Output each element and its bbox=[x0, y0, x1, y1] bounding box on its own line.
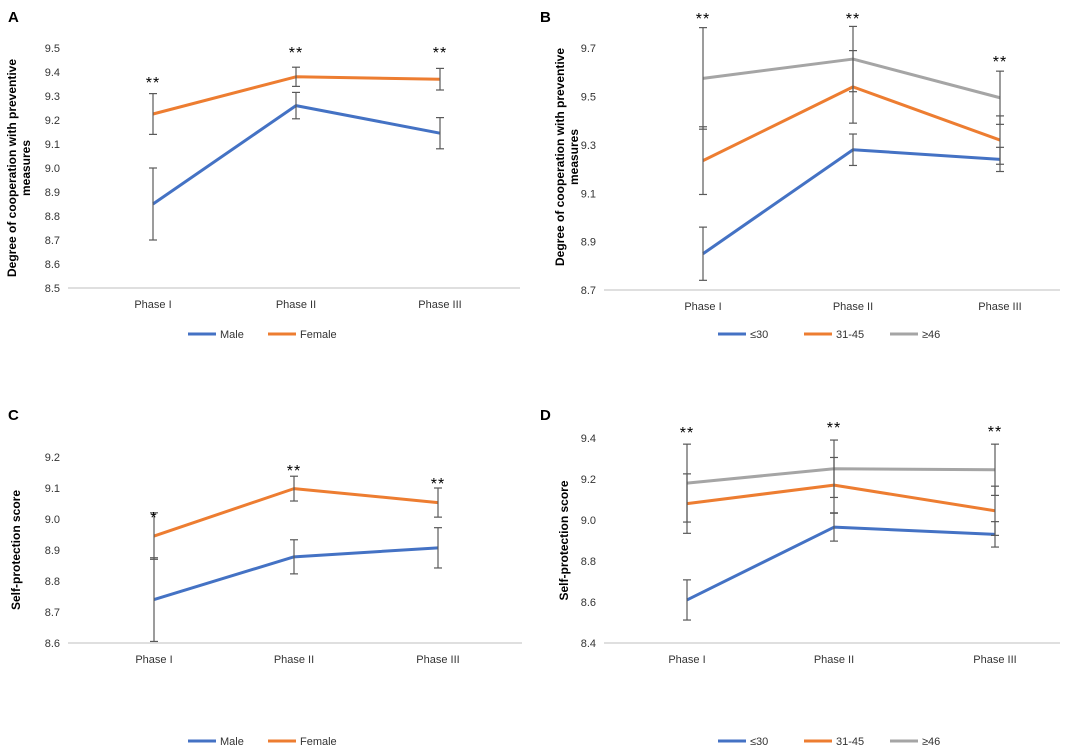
legend-label: Male bbox=[220, 736, 244, 748]
y-tick-label: 8.4 bbox=[581, 638, 596, 650]
y-axis-title-line: measures bbox=[19, 140, 33, 196]
significance-marker: ** bbox=[846, 11, 860, 28]
legend-label: ≥46 bbox=[922, 736, 940, 748]
legend-label: 31-45 bbox=[836, 329, 864, 341]
y-axis-title: Degree of cooperation with preventivemea… bbox=[553, 48, 581, 266]
y-axis-title-line: measures bbox=[567, 129, 581, 185]
y-tick-label: 8.7 bbox=[581, 285, 596, 297]
significance-marker: ** bbox=[433, 45, 447, 62]
y-tick-label: 8.7 bbox=[45, 607, 60, 619]
x-tick-label: Phase III bbox=[416, 654, 459, 666]
x-tick-label: Phase III bbox=[973, 654, 1016, 666]
y-tick-label: 8.7 bbox=[45, 235, 60, 247]
y-tick-label: 8.8 bbox=[45, 576, 60, 588]
legend-label: ≤30 bbox=[750, 736, 768, 748]
x-tick-label: Phase III bbox=[418, 299, 461, 311]
chart-panel-a: A 8.5 8.6 8.7 8.8 8.9 9.0 9.1 9.2 9.3 9.4 9.5 Phase … bbox=[5, 9, 520, 341]
y-axis-title-line: Degree of cooperation with preventive bbox=[5, 59, 19, 277]
y-tick-label: 9.7 bbox=[581, 43, 596, 55]
y-tick-label: 8.6 bbox=[45, 259, 60, 271]
y-tick-label: 9.3 bbox=[581, 140, 596, 152]
legend-label: Male bbox=[220, 329, 244, 341]
series-line-31-45 bbox=[686, 483, 996, 513]
y-axis-title: Degree of cooperation with preventivemea… bbox=[5, 59, 33, 277]
x-tick-label: Phase III bbox=[978, 301, 1021, 313]
significance-marker: ** bbox=[146, 75, 160, 92]
y-tick-label: 8.9 bbox=[45, 545, 60, 557]
legend-label: Female bbox=[300, 736, 337, 748]
series-line-Male bbox=[152, 104, 441, 206]
significance-marker: * bbox=[150, 510, 157, 527]
y-tick-label: 9.0 bbox=[45, 514, 60, 526]
y-tick-label: 9.1 bbox=[581, 188, 596, 200]
panel-letter: B bbox=[540, 9, 551, 26]
y-tick-label: 9.4 bbox=[45, 67, 60, 79]
panel-letter: C bbox=[8, 407, 19, 424]
series-line-≥46 bbox=[686, 467, 996, 485]
x-tick-label: Phase I bbox=[684, 301, 721, 313]
y-tick-label: 8.6 bbox=[581, 597, 596, 609]
significance-marker: ** bbox=[287, 463, 301, 480]
significance-marker: ** bbox=[988, 424, 1002, 441]
y-tick-label: 9.0 bbox=[581, 515, 596, 527]
y-tick-label: 9.5 bbox=[45, 43, 60, 55]
series-line-≤30 bbox=[686, 525, 996, 602]
significance-marker: ** bbox=[827, 420, 841, 437]
y-axis-title-line: Degree of cooperation with preventive bbox=[553, 48, 567, 266]
legend-label: 31-45 bbox=[836, 736, 864, 748]
y-tick-label: 9.4 bbox=[581, 433, 596, 445]
x-tick-label: Phase I bbox=[668, 654, 705, 666]
significance-marker: ** bbox=[696, 11, 710, 28]
y-axis-title: Self-protection score bbox=[9, 490, 23, 610]
chart-panel-d: D 8.4 8.6 8.8 9.0 9.2 9.4 Phase I Phase II Phase … bbox=[540, 407, 1060, 748]
legend-label: ≥46 bbox=[922, 329, 940, 341]
significance-marker: ** bbox=[680, 425, 694, 442]
y-axis-title-line: Self-protection score bbox=[9, 490, 23, 610]
x-tick-label: Phase I bbox=[135, 654, 172, 666]
y-tick-label: 8.9 bbox=[581, 237, 596, 249]
significance-marker: ** bbox=[289, 45, 303, 62]
series-line-Female bbox=[153, 487, 439, 538]
y-tick-label: 9.0 bbox=[45, 163, 60, 175]
y-axis-title-line: Self-protection score bbox=[557, 480, 571, 600]
x-tick-label: Phase II bbox=[274, 654, 314, 666]
x-tick-label: Phase II bbox=[814, 654, 854, 666]
y-tick-label: 8.8 bbox=[581, 556, 596, 568]
y-axis-title: Self-protection score bbox=[557, 480, 571, 600]
x-tick-label: Phase II bbox=[276, 299, 316, 311]
x-tick-label: Phase II bbox=[833, 301, 873, 313]
x-tick-label: Phase I bbox=[134, 299, 171, 311]
y-tick-label: 9.2 bbox=[581, 474, 596, 486]
y-tick-label: 9.2 bbox=[45, 452, 60, 464]
legend-label: ≤30 bbox=[750, 329, 768, 341]
y-tick-label: 9.2 bbox=[45, 115, 60, 127]
y-tick-label: 9.1 bbox=[45, 139, 60, 151]
panel-letter: A bbox=[8, 9, 19, 26]
panel-letter: D bbox=[540, 407, 551, 424]
legend-label: Female bbox=[300, 329, 337, 341]
y-tick-label: 9.5 bbox=[581, 92, 596, 104]
significance-marker: ** bbox=[993, 54, 1007, 71]
y-tick-label: 9.1 bbox=[45, 483, 60, 495]
chart-panel-b: B 8.7 8.9 9.1 9.3 9.5 9.7 Phase I Phase II Phase … bbox=[540, 9, 1060, 341]
y-tick-label: 8.5 bbox=[45, 283, 60, 295]
significance-marker: ** bbox=[431, 476, 445, 493]
y-tick-label: 9.3 bbox=[45, 91, 60, 103]
y-tick-label: 8.6 bbox=[45, 638, 60, 650]
y-tick-label: 8.8 bbox=[45, 211, 60, 223]
y-tick-label: 8.9 bbox=[45, 187, 60, 199]
chart-panel-c: C 8.6 8.7 8.8 8.9 9.0 9.1 9.2 Phase I Phase II Pha… bbox=[8, 407, 522, 748]
